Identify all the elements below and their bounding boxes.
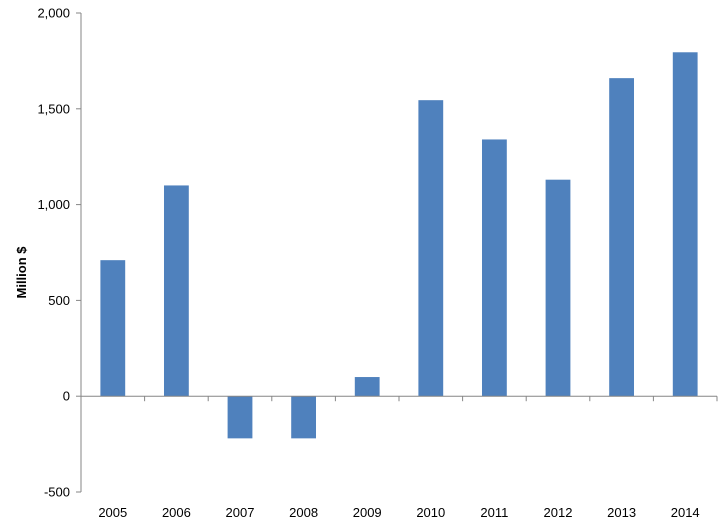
- plot-area: [100, 52, 698, 439]
- bar-2007: [227, 396, 253, 439]
- y-axis-title: Million $: [14, 246, 29, 299]
- y-tick-label: -500: [44, 485, 70, 500]
- bar-2008: [291, 396, 317, 439]
- bar-2006: [163, 185, 189, 397]
- bar-2011: [481, 139, 507, 397]
- x-tick-label: 2009: [353, 505, 382, 520]
- x-axis: 2005 2006 2007 2008 2009 2010 2011 2012 2013 2014: [80, 395, 718, 520]
- y-tick-label: 1,500: [37, 101, 70, 116]
- bar-2013: [609, 78, 635, 397]
- y-tick-label: 0: [63, 389, 70, 404]
- x-tick-label: 2006: [162, 505, 191, 520]
- x-tick-label: 2011: [480, 505, 508, 520]
- y-axis: -500 0 500 1,000 1,500 2,000: [37, 6, 82, 500]
- bar-2005: [100, 260, 126, 397]
- x-tick-label: 2013: [607, 505, 636, 520]
- y-tick-label: 500: [48, 293, 70, 308]
- x-tick-label: 2007: [226, 505, 255, 520]
- bar-2009: [354, 377, 380, 397]
- bar-2012: [545, 179, 571, 397]
- x-tick-label: 2008: [289, 505, 318, 520]
- x-tick-label: 2014: [671, 505, 700, 520]
- x-tick-label: 2010: [416, 505, 445, 520]
- y-tick-label: 1,000: [37, 197, 70, 212]
- y-tick-label: 2,000: [37, 6, 70, 21]
- x-tick-label: 2012: [544, 505, 573, 520]
- bar-2014: [672, 52, 698, 397]
- bar-2010: [418, 100, 444, 397]
- x-tick-label: 2005: [98, 505, 127, 520]
